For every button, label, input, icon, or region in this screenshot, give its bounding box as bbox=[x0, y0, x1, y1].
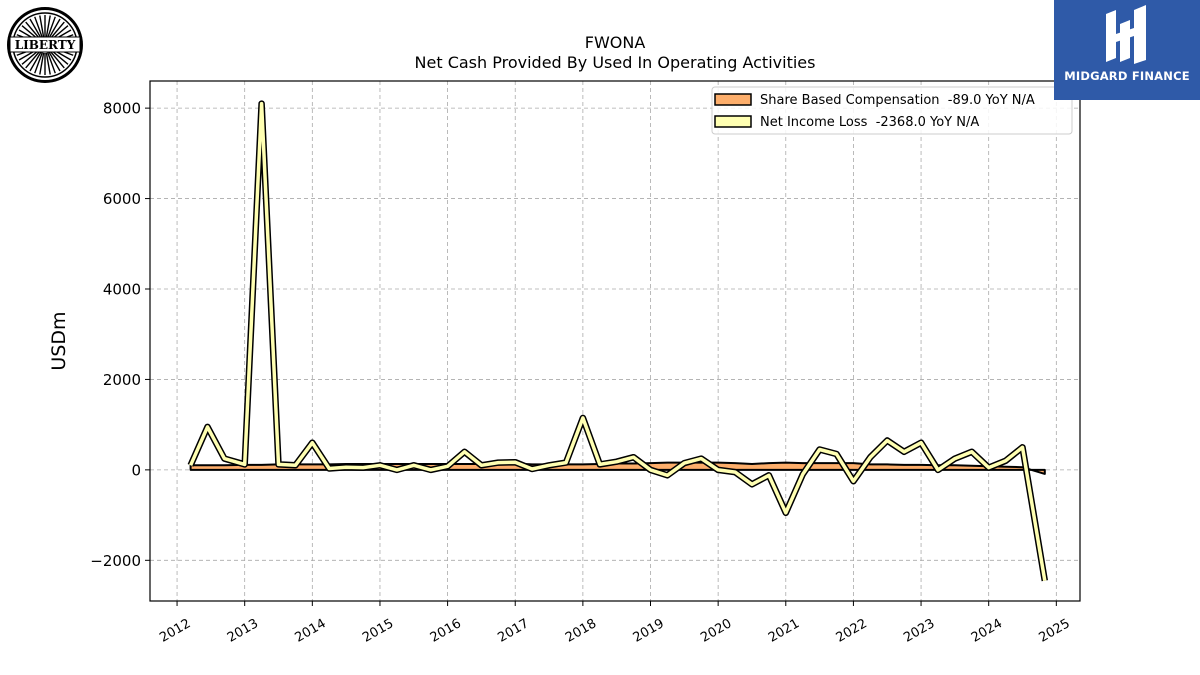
y-tick-label: 2000 bbox=[103, 371, 141, 389]
x-axis: 2012 2013 2014 2015 2016 2017 2018 2019 2020 2021… bbox=[157, 601, 1073, 646]
series-net-income-loss-outline bbox=[187, 100, 1049, 582]
logo-ray bbox=[49, 21, 65, 40]
legend-swatch-share-based bbox=[714, 93, 752, 106]
brand-name: MIDGARD FINANCE bbox=[1064, 69, 1190, 83]
y-tick-label: 0 bbox=[131, 461, 141, 479]
x-tick-label: 2018 bbox=[563, 616, 599, 646]
x-tick-label: 2017 bbox=[495, 616, 531, 646]
plot-frame bbox=[149, 80, 1081, 602]
chart-subtitle: Net Cash Provided By Used In Operating A… bbox=[415, 53, 816, 72]
series-net-income-loss-line bbox=[188, 101, 1047, 581]
x-tick-label: 2013 bbox=[225, 616, 261, 646]
logo-ray bbox=[25, 50, 41, 69]
y-axis-label: USDm bbox=[48, 311, 70, 370]
logo-ray bbox=[39, 15, 45, 38]
x-tick-label: 2022 bbox=[834, 616, 870, 646]
x-tick-label: 2019 bbox=[631, 616, 667, 646]
x-tick-label: 2025 bbox=[1036, 616, 1072, 646]
legend: Share Based Compensation -89.0 YoY N/A N… bbox=[711, 86, 1073, 135]
legend-label-share-based: Share Based Compensation -89.0 YoY N/A bbox=[760, 93, 1035, 108]
logo-ray bbox=[25, 21, 41, 40]
y-tick-label: 6000 bbox=[103, 190, 141, 208]
logo-ray bbox=[34, 52, 43, 74]
logo-ray bbox=[47, 16, 56, 38]
logo-ray bbox=[29, 51, 42, 72]
logo-ray bbox=[45, 15, 51, 38]
plot-series bbox=[187, 100, 1049, 582]
legend-label-net-income: Net Income Loss -2368.0 YoY N/A bbox=[760, 115, 979, 130]
logo-ray bbox=[47, 52, 56, 74]
y-tick-label: 4000 bbox=[103, 281, 141, 299]
x-tick-label: 2024 bbox=[969, 616, 1005, 646]
logo-ray bbox=[45, 52, 51, 75]
logo-ray bbox=[48, 51, 61, 72]
logo-ray bbox=[49, 50, 65, 69]
chart-title: FWONA bbox=[585, 33, 646, 52]
midgard-finance-logo: MIDGARD FINANCE bbox=[1054, 0, 1200, 100]
gridlines bbox=[150, 81, 1080, 601]
logo-ray bbox=[48, 18, 61, 39]
logo-ray bbox=[39, 52, 45, 75]
logo-text: LIBERTY bbox=[15, 38, 76, 52]
x-tick-label: 2020 bbox=[698, 616, 734, 646]
y-tick-label: 8000 bbox=[103, 100, 141, 118]
x-tick-label: 2015 bbox=[360, 616, 396, 646]
y-axis: −2000 0 2000 4000 6000 8000 bbox=[90, 100, 150, 570]
logo-ray bbox=[29, 18, 42, 39]
midgard-mark-icon bbox=[1106, 5, 1146, 64]
legend-swatch-net-income bbox=[714, 115, 752, 128]
x-tick-label: 2016 bbox=[428, 616, 464, 646]
legend-box bbox=[711, 86, 1073, 135]
x-tick-label: 2014 bbox=[292, 616, 328, 646]
x-tick-label: 2012 bbox=[157, 616, 193, 646]
x-tick-label: 2023 bbox=[901, 616, 937, 646]
x-tick-label: 2021 bbox=[766, 616, 802, 646]
liberty-logo: LIBERTY bbox=[7, 7, 83, 83]
y-tick-label: −2000 bbox=[90, 552, 141, 570]
logo-ray bbox=[34, 16, 43, 38]
